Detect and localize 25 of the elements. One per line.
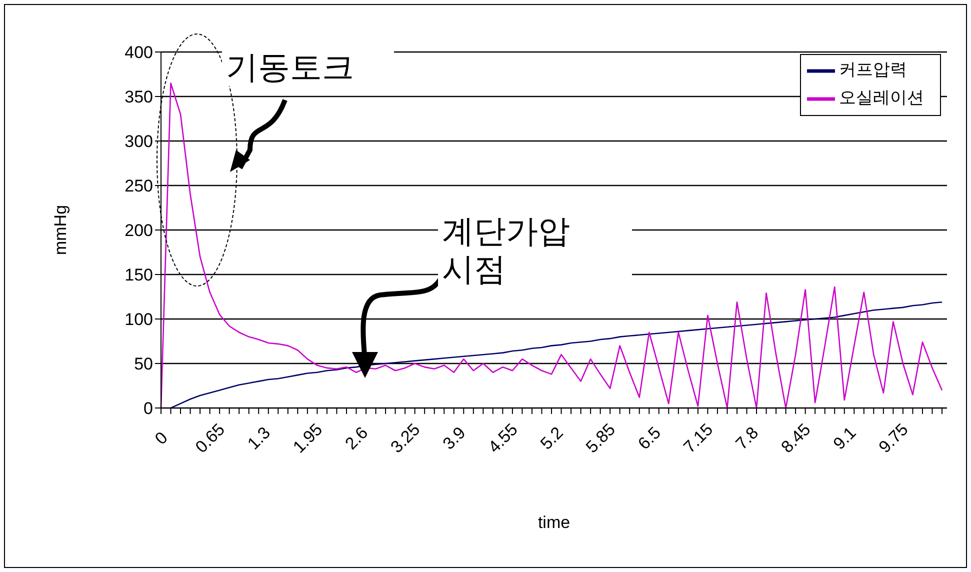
y-tick-label: 50 bbox=[134, 354, 153, 374]
y-tick-label: 300 bbox=[124, 132, 153, 152]
x-tick-label: 2.6 bbox=[341, 423, 372, 454]
y-tick-label: 100 bbox=[124, 310, 153, 330]
y-axis-title: mmHg bbox=[51, 204, 70, 256]
y-tick-label: 200 bbox=[124, 221, 153, 240]
legend-label: 커프압력 bbox=[839, 60, 907, 80]
x-tick-label: 0 bbox=[151, 428, 172, 448]
x-tick-label: 6.5 bbox=[634, 423, 665, 454]
x-tick-label: 9.1 bbox=[830, 423, 860, 454]
annotation: 기동토크 bbox=[222, 48, 394, 86]
line-series bbox=[170, 301, 943, 408]
y-tick-label: 0 bbox=[144, 399, 153, 418]
x-tick-label: 5.2 bbox=[536, 423, 567, 454]
x-tick-label: 7.8 bbox=[732, 423, 762, 454]
y-tick-label: 400 bbox=[124, 43, 153, 62]
y-tick-label: 250 bbox=[124, 176, 153, 196]
legend-label: 오실레이션 bbox=[839, 88, 924, 108]
line-series bbox=[160, 82, 943, 408]
x-axis-title: time bbox=[538, 513, 570, 532]
y-tick-label: 350 bbox=[124, 88, 153, 107]
annotation: 계단가압 시점 bbox=[438, 212, 632, 288]
x-tick-label: 1.3 bbox=[244, 423, 274, 454]
y-tick-label: 150 bbox=[124, 266, 153, 285]
x-tick-label: 3.9 bbox=[439, 423, 470, 454]
